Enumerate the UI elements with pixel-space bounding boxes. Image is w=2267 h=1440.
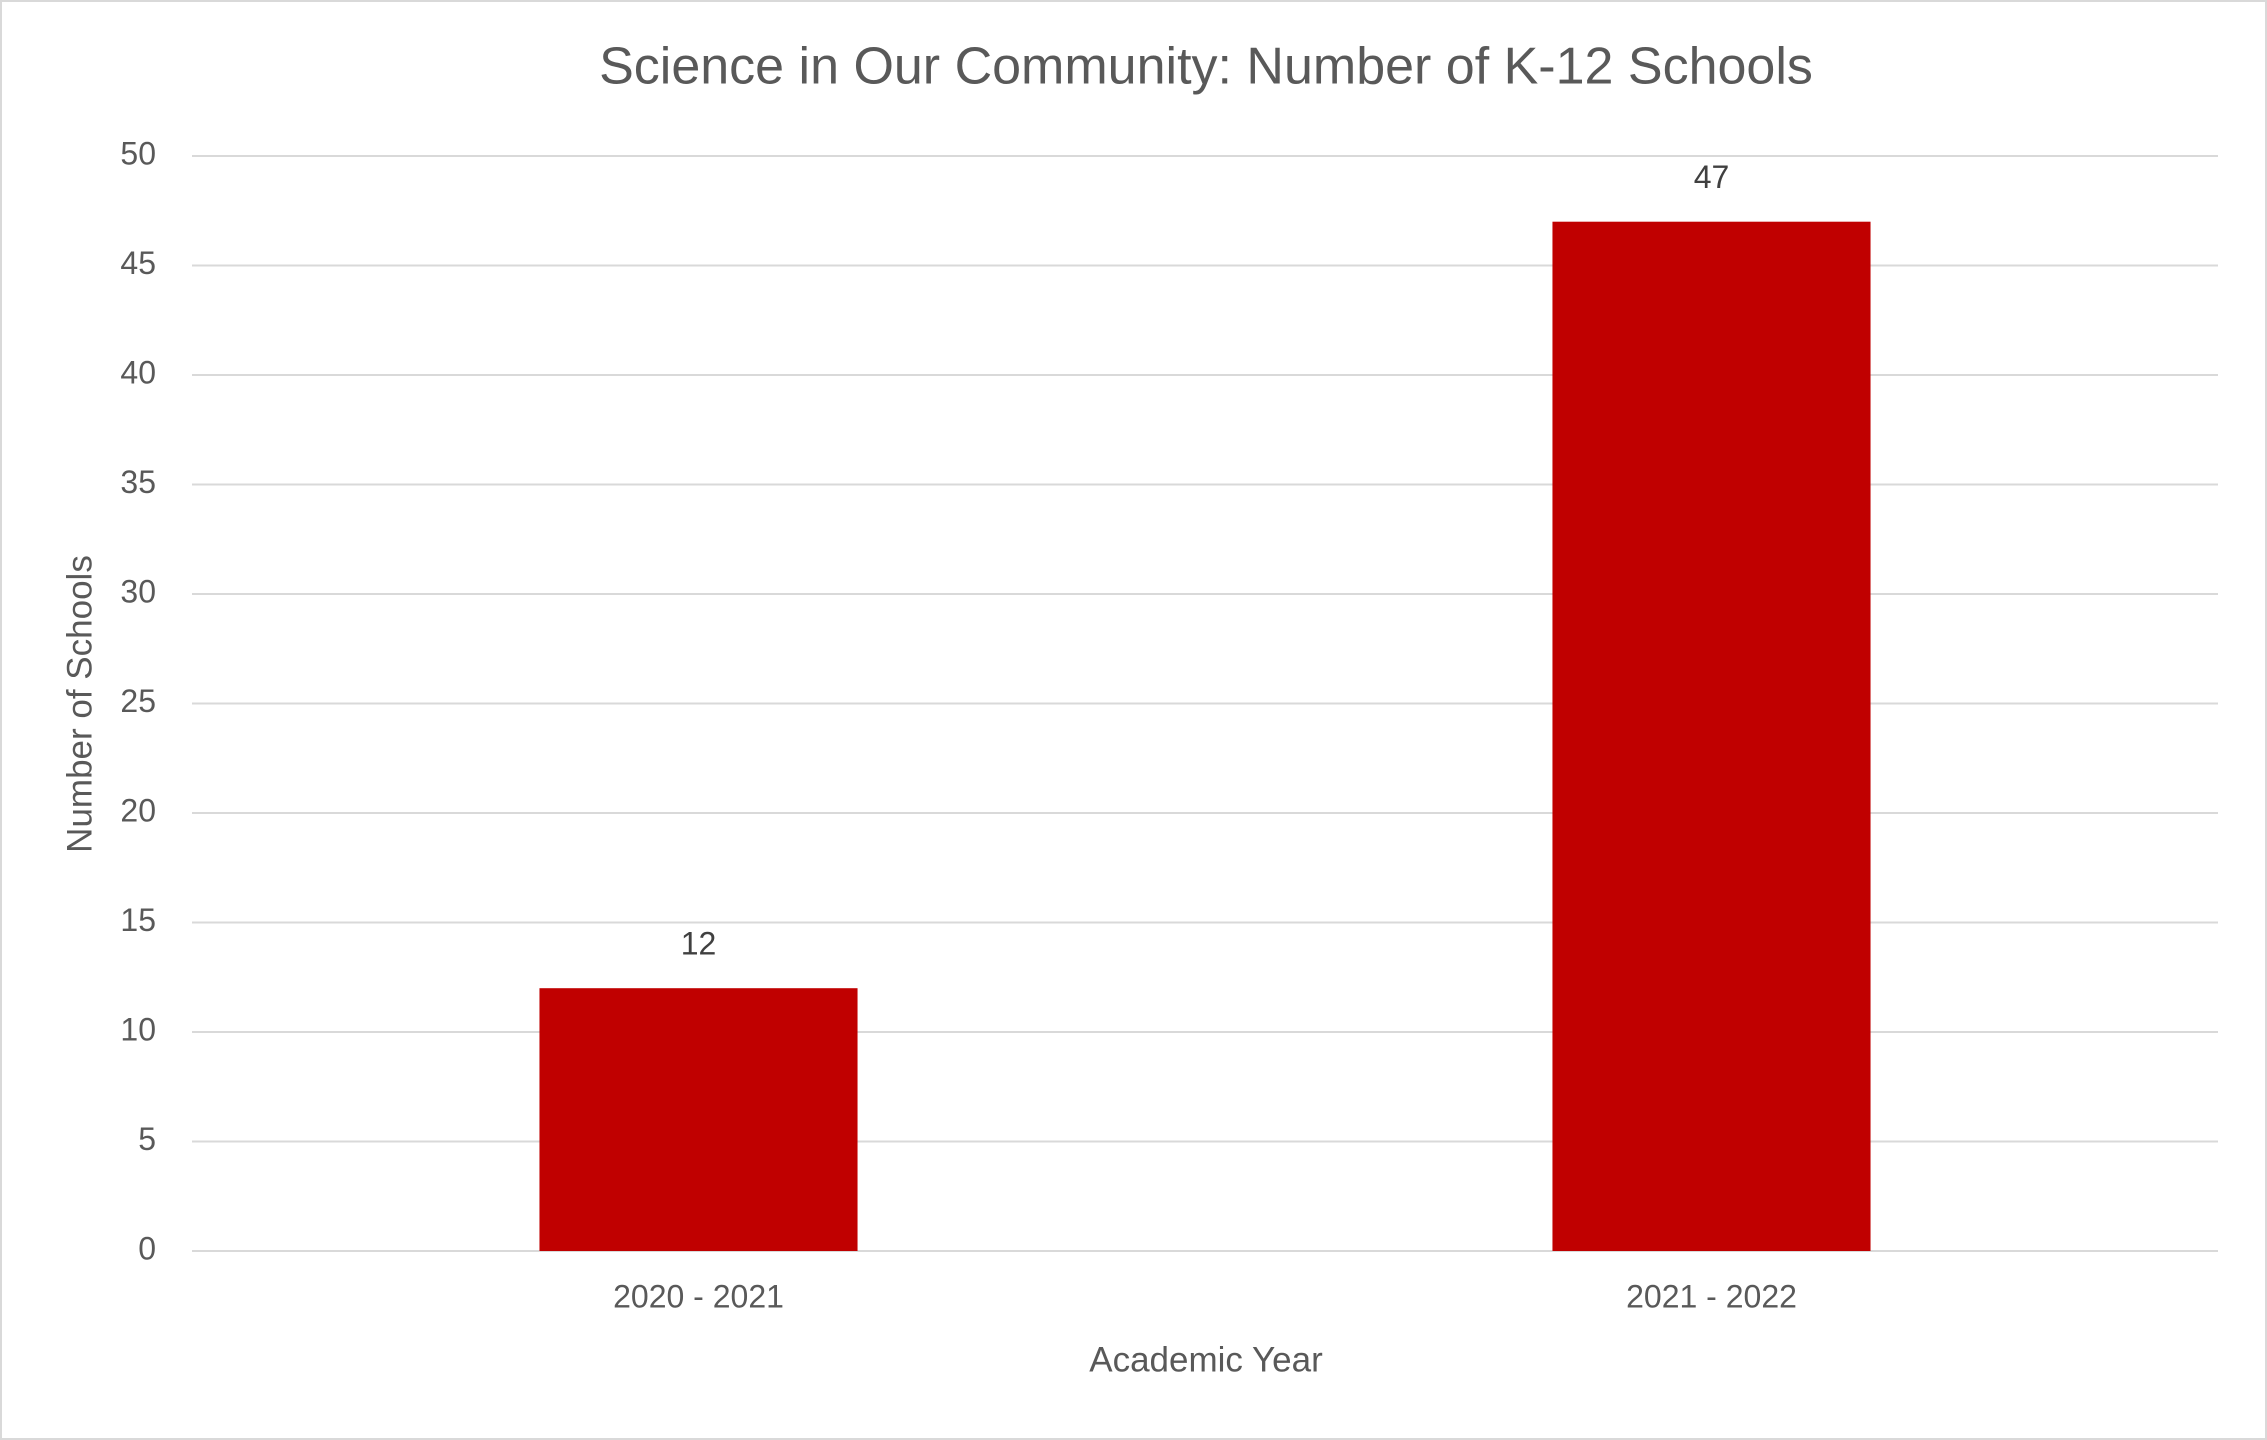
x-tick-label: 2020 - 2021 [613,1278,784,1314]
bar [1552,221,1871,1252]
chart-title: Science in Our Community: Number of K-12… [599,38,1813,96]
bar [539,988,858,1251]
y-tick-label: 25 [120,683,156,719]
y-tick-label: 50 [120,135,156,171]
y-axis-title: Number of Schools [60,555,99,853]
x-tick-label: 2021 - 2022 [1626,1278,1797,1314]
y-tick-label: 10 [120,1011,156,1047]
y-tick-label: 15 [120,902,156,938]
x-axis-title: Academic Year [1089,1340,1323,1379]
y-tick-label: 35 [120,464,156,500]
data-label: 47 [1694,159,1730,195]
y-tick-label: 40 [120,354,156,390]
y-tick-label: 5 [138,1121,156,1157]
y-tick-label: 45 [120,245,156,281]
y-tick-label: 20 [120,792,156,828]
data-label: 12 [681,926,717,962]
y-tick-label: 30 [120,573,156,609]
y-tick-label: 0 [138,1230,156,1266]
